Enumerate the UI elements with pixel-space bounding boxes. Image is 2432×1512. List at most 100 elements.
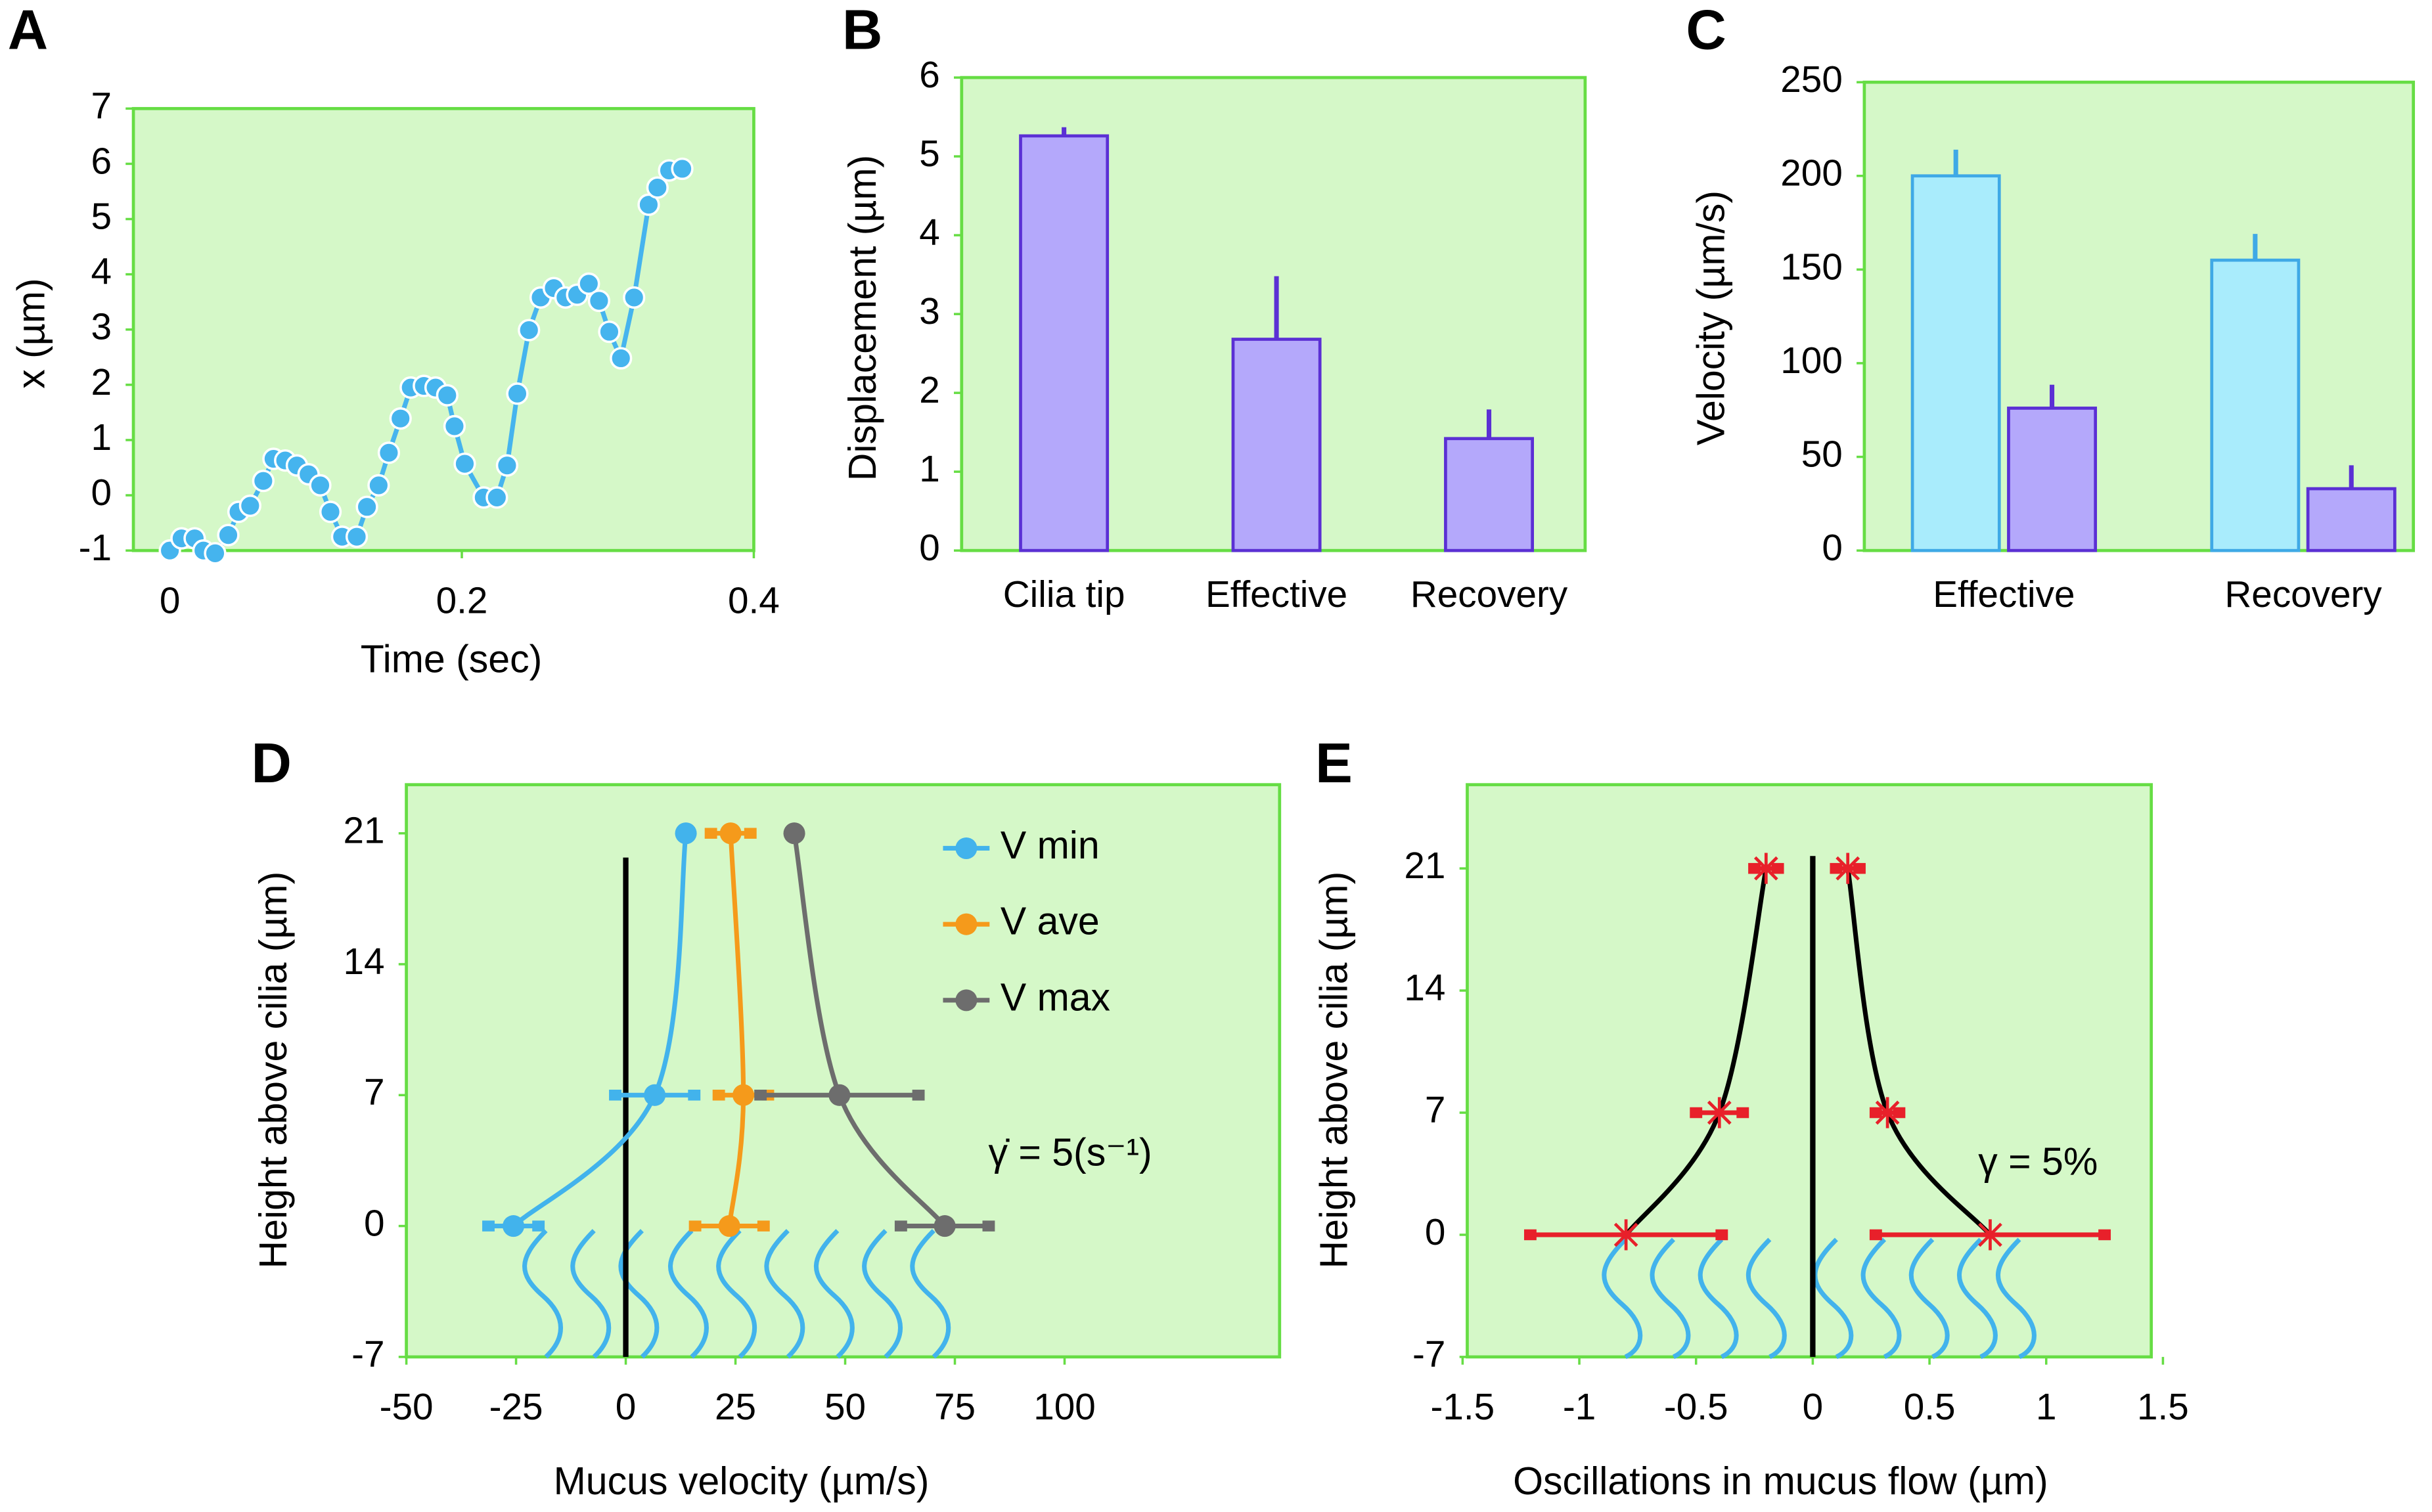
x-tick-label: -1.5 xyxy=(1431,1387,1495,1428)
panel: A -1 0 1 2 3 4 5 6 7 0 0.2 0.4 x (µm) Time (sec) xyxy=(8,0,780,681)
y-axis-title: Displacement (µm) xyxy=(841,155,884,481)
x-tick-label: Effective xyxy=(1933,574,2075,615)
legend-label: V max xyxy=(1001,975,1110,1019)
legend-marker xyxy=(955,913,978,935)
data-point xyxy=(345,525,369,548)
x-tick-label: 100 xyxy=(1033,1387,1096,1428)
x-tick-label: 1 xyxy=(2036,1387,2057,1428)
data-point xyxy=(389,407,412,430)
panel: D -7 0 7 14 21 -50 -25 0 25 50 75 100 Height above ci… xyxy=(251,732,1282,1503)
error-cap xyxy=(982,1220,995,1232)
y-tick-label: 1 xyxy=(919,449,940,490)
data-point xyxy=(217,523,240,546)
x-tick-label: -50 xyxy=(380,1387,434,1428)
cilium xyxy=(1602,1237,1643,1360)
bar xyxy=(2007,407,2098,552)
x-tick-label: 1.5 xyxy=(2137,1387,2189,1428)
y-tick-label: 21 xyxy=(1404,845,1445,887)
y-tick-label: 5 xyxy=(91,196,112,237)
data-point xyxy=(671,157,694,181)
y-tick-label: 3 xyxy=(91,307,112,348)
error-cap xyxy=(532,1220,545,1232)
error-cap xyxy=(754,1090,767,1101)
cilium xyxy=(1995,1237,2037,1360)
error-cap xyxy=(912,1090,925,1101)
x-tick-label: Recovery xyxy=(2224,574,2382,615)
data-point xyxy=(577,272,600,296)
y-tick-label: 0 xyxy=(1425,1212,1446,1253)
cilium xyxy=(813,1229,855,1359)
panel: B 0 1 2 3 4 5 6 Displacement (µm) Cilia tip Effect… xyxy=(841,0,1587,615)
y-tick-label: 0 xyxy=(919,527,940,569)
bar xyxy=(1910,174,2001,552)
panel-label: C xyxy=(1686,0,1726,61)
profile-curve xyxy=(1624,868,1768,1237)
data-point xyxy=(1832,853,1864,884)
data-point xyxy=(518,319,541,342)
error-bar xyxy=(482,1220,545,1232)
profile-curve xyxy=(727,833,746,1226)
data-point xyxy=(1703,1097,1735,1128)
cilium xyxy=(1908,1237,1950,1360)
data-point xyxy=(598,320,621,344)
data-point xyxy=(436,384,459,407)
y-tick-label: 150 xyxy=(1780,246,1843,288)
x-tick-label: 75 xyxy=(934,1387,976,1428)
bar xyxy=(2210,258,2301,552)
y-tick-label: 4 xyxy=(91,252,112,293)
x-tick-label: -1 xyxy=(1563,1387,1596,1428)
x-tick-label: -0.5 xyxy=(1664,1387,1728,1428)
error-cap xyxy=(894,1220,907,1232)
y-tick-label: -7 xyxy=(351,1334,384,1375)
error-cap xyxy=(609,1090,621,1101)
y-axis-title: Height above cilia (µm) xyxy=(1313,872,1356,1269)
y-tick-label: -1 xyxy=(79,527,112,569)
y-tick-label: 14 xyxy=(1404,967,1445,1009)
data-point xyxy=(309,474,332,497)
legend-marker xyxy=(955,989,978,1012)
profile-curve xyxy=(1845,868,1993,1237)
data-point xyxy=(644,1084,666,1106)
error-cap xyxy=(757,1220,770,1232)
error-cap xyxy=(1690,1107,1703,1119)
data-point xyxy=(367,474,390,497)
data-point xyxy=(204,542,227,565)
data-point xyxy=(828,1084,851,1106)
y-tick-label: 3 xyxy=(919,291,940,332)
y-tick-label: 4 xyxy=(919,212,940,254)
y-tick-label: 0 xyxy=(1822,527,1843,569)
cilium xyxy=(764,1229,805,1359)
data-point xyxy=(1974,1219,2006,1251)
y-tick-label: 0 xyxy=(364,1203,385,1245)
x-axis-title: Oscillations in mucus flow (µm) xyxy=(1513,1459,2048,1503)
x-tick-label: Recovery xyxy=(1410,574,1568,615)
x-tick-label: Cilia tip xyxy=(1003,574,1125,615)
bar xyxy=(1231,338,1322,552)
error-cap xyxy=(712,1090,725,1101)
legend-marker xyxy=(955,837,978,860)
x-tick-label: 0 xyxy=(1803,1387,1824,1428)
panel-label: A xyxy=(8,0,48,61)
data-point xyxy=(646,176,669,199)
cilium xyxy=(1956,1237,1998,1360)
data-point xyxy=(485,486,508,509)
panel: C 0 50 100 150 200 250 Velocity (µm/s) Effective… xyxy=(1686,0,2416,615)
y-axis-title: Height above cilia (µm) xyxy=(252,872,295,1269)
data-point xyxy=(675,822,697,845)
bar xyxy=(2306,487,2397,552)
y-tick-label: 1 xyxy=(91,417,112,458)
y-tick-label: 21 xyxy=(343,811,384,852)
panel-label: D xyxy=(251,732,291,795)
data-point xyxy=(503,1215,525,1237)
x-tick-label: 0.2 xyxy=(436,580,488,621)
error-cap xyxy=(704,828,717,839)
error-cap xyxy=(688,1220,702,1232)
x-tick-label: 0 xyxy=(160,580,181,621)
x-axis-title: Mucus velocity (µm/s) xyxy=(554,1459,930,1503)
cilium xyxy=(910,1229,951,1359)
y-tick-label: 200 xyxy=(1780,153,1843,194)
panel-label: E xyxy=(1315,732,1353,795)
plot-area xyxy=(1466,783,2153,1359)
data-point xyxy=(719,822,742,845)
x-tick-label: 50 xyxy=(824,1387,866,1428)
